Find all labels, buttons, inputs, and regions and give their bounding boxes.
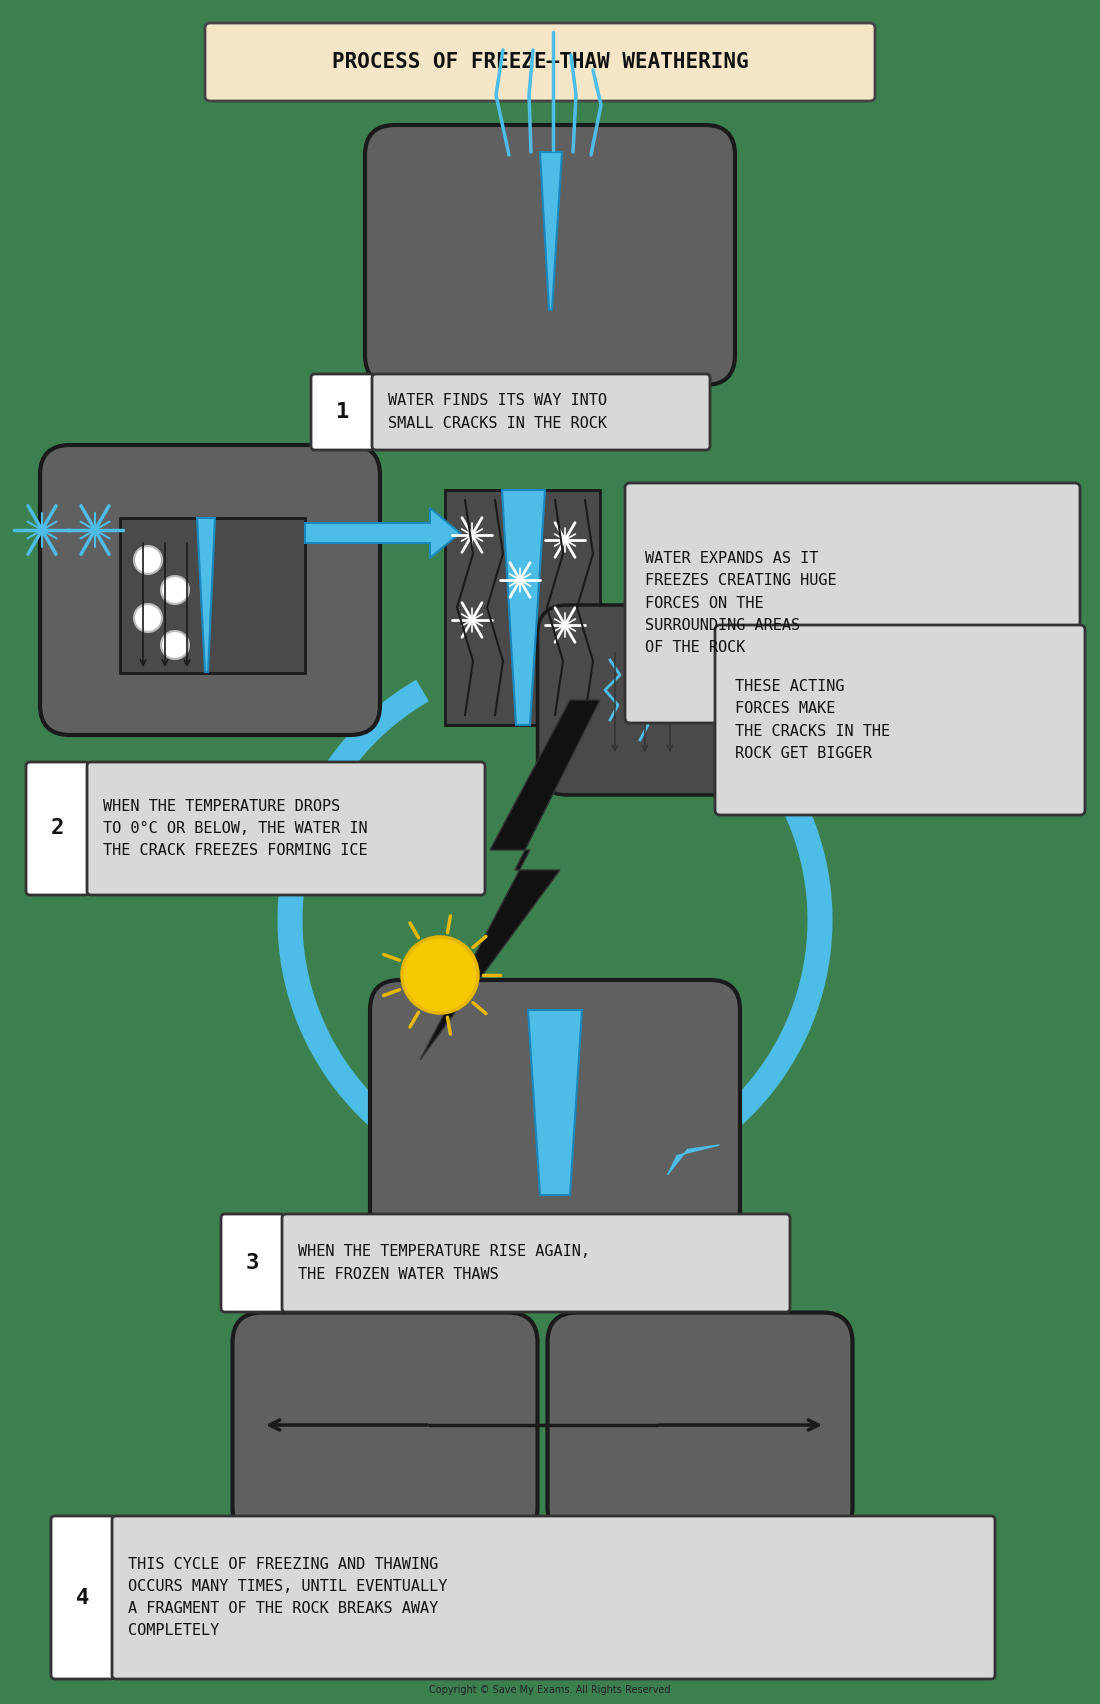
Circle shape (161, 576, 189, 603)
FancyBboxPatch shape (365, 124, 735, 385)
Polygon shape (540, 152, 562, 310)
FancyBboxPatch shape (715, 625, 1085, 815)
Circle shape (134, 603, 162, 632)
Text: WHEN THE TEMPERATURE DROPS
TO 0°C OR BELOW, THE WATER IN
THE CRACK FREEZES FORMI: WHEN THE TEMPERATURE DROPS TO 0°C OR BEL… (103, 799, 367, 859)
Text: WATER FINDS ITS WAY INTO
SMALL CRACKS IN THE ROCK: WATER FINDS ITS WAY INTO SMALL CRACKS IN… (388, 394, 607, 431)
Text: 1: 1 (336, 402, 349, 423)
Polygon shape (668, 1145, 719, 1174)
Text: WATER EXPANDS AS IT
FREEZES CREATING HUGE
FORCES ON THE
SURROUNDING AREAS
OF THE: WATER EXPANDS AS IT FREEZES CREATING HUG… (645, 550, 837, 654)
Circle shape (134, 545, 162, 574)
FancyBboxPatch shape (40, 445, 380, 734)
Text: THIS CYCLE OF FREEZING AND THAWING
OCCURS MANY TIMES, UNTIL EVENTUALLY
A FRAGMEN: THIS CYCLE OF FREEZING AND THAWING OCCUR… (128, 1557, 448, 1638)
FancyBboxPatch shape (372, 373, 710, 450)
Polygon shape (502, 491, 544, 724)
Text: PROCESS OF FREEZE–THAW WEATHERING: PROCESS OF FREEZE–THAW WEATHERING (332, 53, 748, 72)
Polygon shape (420, 700, 600, 1060)
FancyBboxPatch shape (87, 762, 485, 895)
FancyBboxPatch shape (538, 605, 742, 796)
FancyBboxPatch shape (311, 373, 374, 450)
Text: THESE ACTING
FORCES MAKE
THE CRACKS IN THE
ROCK GET BIGGER: THESE ACTING FORCES MAKE THE CRACKS IN T… (735, 680, 890, 760)
FancyBboxPatch shape (282, 1213, 790, 1312)
FancyBboxPatch shape (625, 482, 1080, 722)
Bar (120, 518, 305, 673)
FancyBboxPatch shape (548, 1312, 852, 1537)
Text: Copyright © Save My Exams. All Rights Reserved: Copyright © Save My Exams. All Rights Re… (429, 1685, 671, 1695)
FancyBboxPatch shape (51, 1517, 114, 1678)
Text: WHEN THE TEMPERATURE RISE AGAIN,
THE FROZEN WATER THAWS: WHEN THE TEMPERATURE RISE AGAIN, THE FRO… (298, 1244, 590, 1281)
Text: 2: 2 (51, 818, 64, 838)
Circle shape (161, 630, 189, 659)
Circle shape (402, 937, 478, 1012)
FancyBboxPatch shape (232, 1312, 538, 1537)
FancyBboxPatch shape (370, 980, 740, 1251)
Text: 3: 3 (245, 1252, 260, 1273)
FancyBboxPatch shape (205, 22, 874, 101)
Polygon shape (197, 518, 215, 671)
FancyBboxPatch shape (112, 1517, 996, 1678)
Text: 4: 4 (76, 1588, 89, 1607)
Polygon shape (528, 1010, 582, 1195)
Polygon shape (305, 508, 460, 557)
FancyBboxPatch shape (26, 762, 89, 895)
Bar (446, 491, 600, 724)
FancyBboxPatch shape (221, 1213, 284, 1312)
